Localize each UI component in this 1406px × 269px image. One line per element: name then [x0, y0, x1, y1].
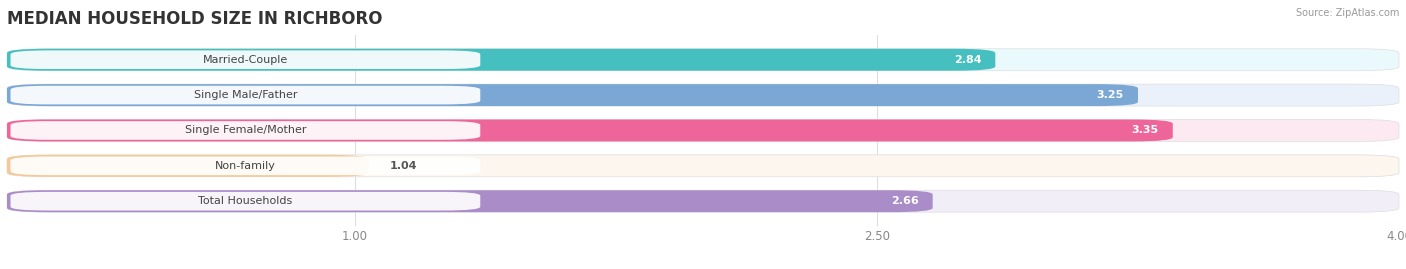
- FancyBboxPatch shape: [7, 190, 1399, 212]
- Text: Source: ZipAtlas.com: Source: ZipAtlas.com: [1295, 8, 1399, 18]
- FancyBboxPatch shape: [10, 121, 481, 140]
- FancyBboxPatch shape: [7, 49, 1399, 71]
- FancyBboxPatch shape: [7, 155, 1399, 177]
- Text: 2.84: 2.84: [953, 55, 981, 65]
- FancyBboxPatch shape: [7, 190, 932, 212]
- FancyBboxPatch shape: [10, 157, 481, 175]
- Text: Total Households: Total Households: [198, 196, 292, 206]
- FancyBboxPatch shape: [7, 119, 1399, 141]
- Text: Single Male/Father: Single Male/Father: [194, 90, 297, 100]
- FancyBboxPatch shape: [10, 192, 481, 211]
- FancyBboxPatch shape: [7, 155, 368, 177]
- FancyBboxPatch shape: [7, 84, 1137, 106]
- Text: Non-family: Non-family: [215, 161, 276, 171]
- Text: 3.25: 3.25: [1097, 90, 1123, 100]
- FancyBboxPatch shape: [10, 50, 481, 69]
- FancyBboxPatch shape: [7, 119, 1173, 141]
- Text: 2.66: 2.66: [891, 196, 918, 206]
- Text: 3.35: 3.35: [1132, 125, 1159, 136]
- FancyBboxPatch shape: [10, 86, 481, 104]
- Text: MEDIAN HOUSEHOLD SIZE IN RICHBORO: MEDIAN HOUSEHOLD SIZE IN RICHBORO: [7, 10, 382, 28]
- Text: Married-Couple: Married-Couple: [202, 55, 288, 65]
- FancyBboxPatch shape: [7, 84, 1399, 106]
- Text: Single Female/Mother: Single Female/Mother: [184, 125, 307, 136]
- FancyBboxPatch shape: [7, 49, 995, 71]
- Text: 1.04: 1.04: [389, 161, 418, 171]
